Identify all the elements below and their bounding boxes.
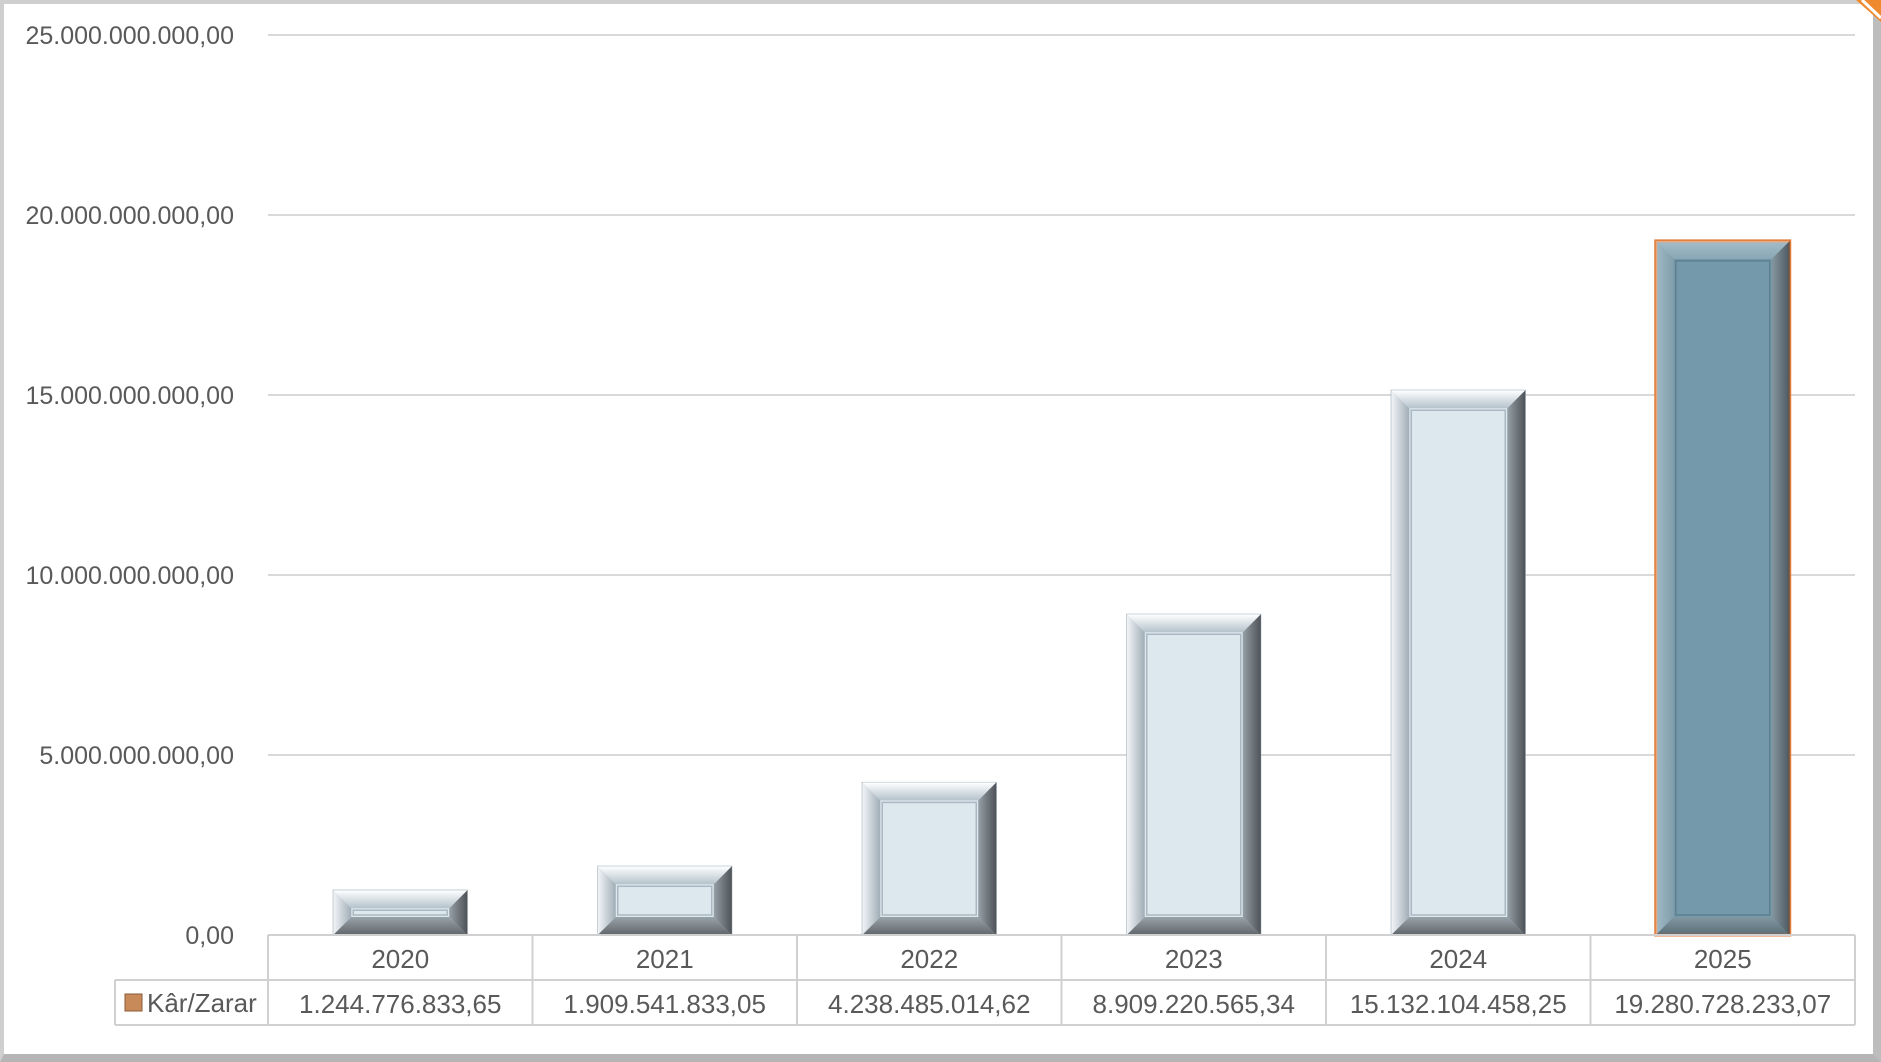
bar [597, 865, 733, 936]
x-category-label: 2024 [1429, 944, 1487, 974]
y-tick-label: 20.000.000.000,00 [25, 202, 234, 230]
y-tick-label: 15.000.000.000,00 [25, 382, 234, 410]
y-tick-label: 10.000.000.000,00 [25, 562, 234, 590]
bar [1654, 239, 1792, 937]
bar [861, 781, 997, 936]
bar [1390, 389, 1526, 936]
bar [332, 889, 468, 936]
x-category-label: 2021 [636, 944, 694, 974]
x-category-label: 2025 [1694, 944, 1752, 974]
gridlines [268, 34, 1855, 936]
data-value-label: 15.132.104.458,25 [1350, 989, 1567, 1019]
data-value-label: 19.280.728.233,07 [1614, 989, 1831, 1019]
corner-handle-icon [1856, 0, 1881, 22]
data-value-label: 4.238.485.014,62 [828, 989, 1030, 1019]
bar [1126, 613, 1262, 936]
legend-key [124, 993, 143, 1012]
x-category-label: 2020 [371, 944, 429, 974]
y-tick-label: 0,00 [185, 922, 234, 950]
data-value-label: 8.909.220.565,34 [1093, 989, 1295, 1019]
y-tick-label: 5.000.000.000,00 [39, 742, 234, 770]
x-category-label: 2023 [1165, 944, 1223, 974]
data-table: 2020 1.244.776.833,65 2021 1.909.541.833,05… [114, 934, 1856, 1026]
data-value-label: 1.909.541.833,05 [564, 989, 766, 1019]
y-axis-tick-labels: 0,00 5.000.000.000,00 10.000.000.000,00 15.… [25, 22, 234, 950]
x-category-label: 2022 [900, 944, 958, 974]
legend-series-name: Kâr/Zarar [147, 988, 257, 1018]
data-value-label: 1.244.776.833,65 [299, 989, 501, 1019]
bars [332, 239, 1792, 937]
y-tick-label: 25.000.000.000,00 [25, 22, 234, 50]
